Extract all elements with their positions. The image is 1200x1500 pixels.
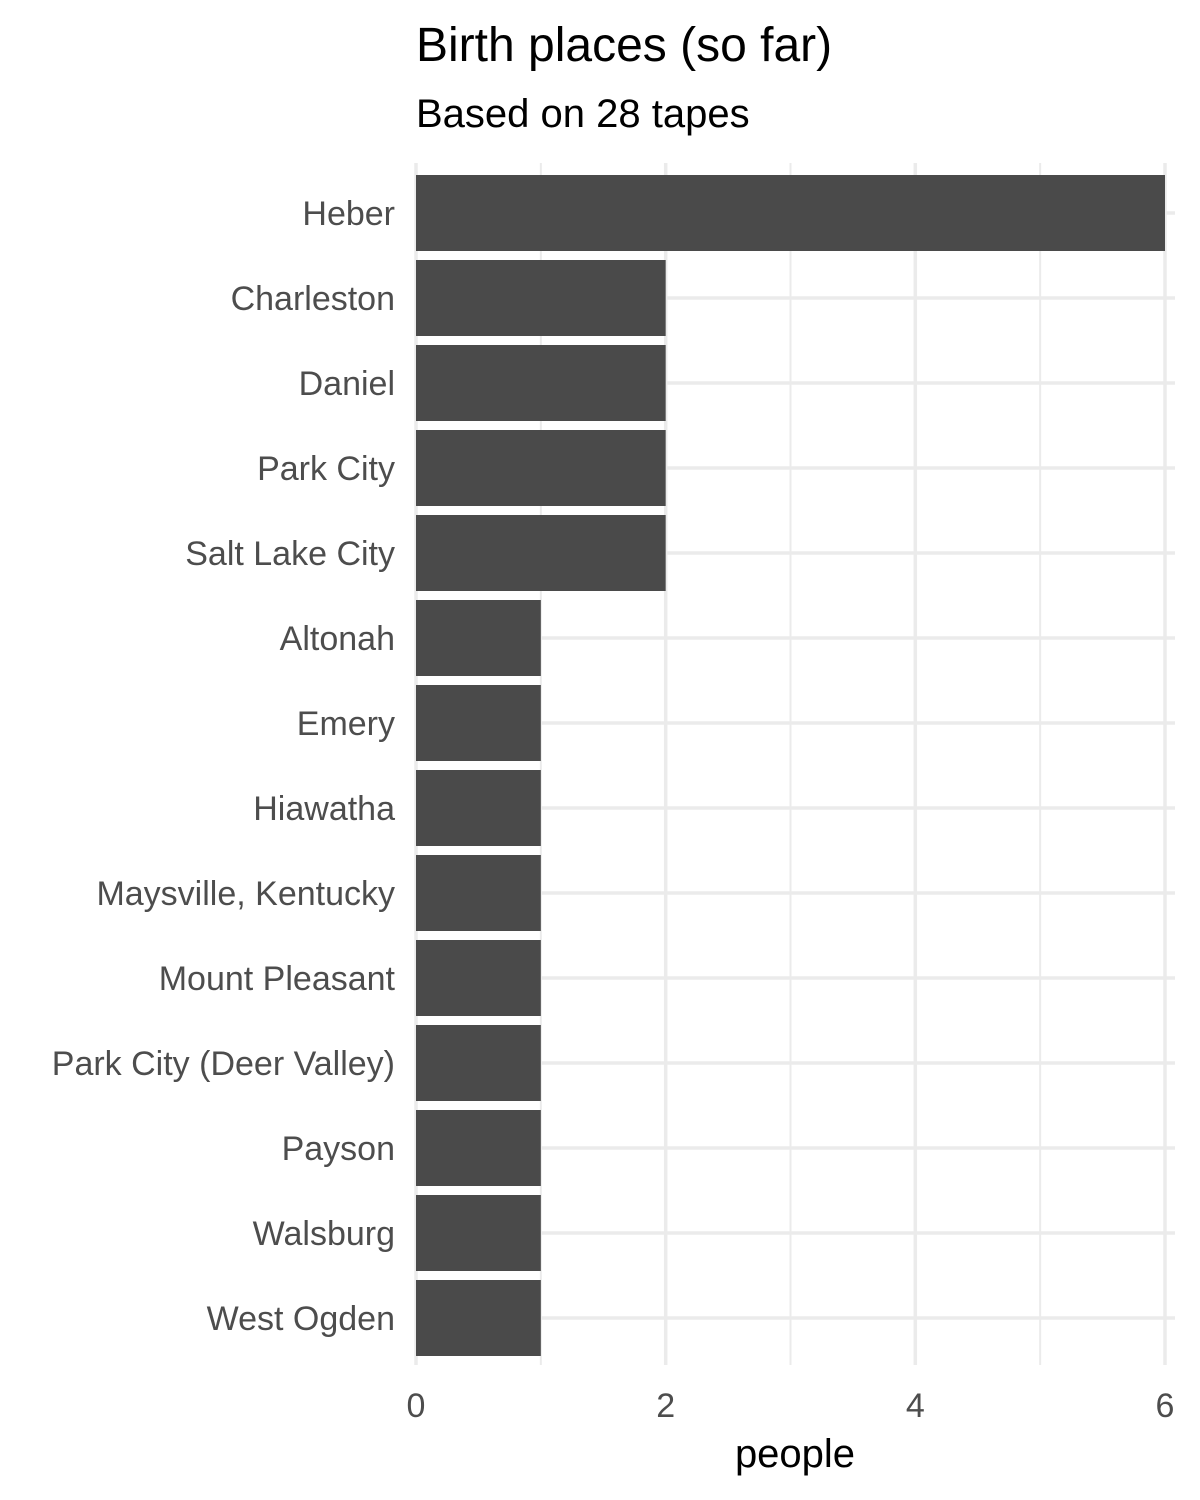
bar (416, 430, 666, 506)
bar (416, 260, 666, 336)
x-tick-label: 4 (906, 1387, 925, 1425)
bar (416, 770, 541, 846)
y-tick-label: Maysville, Kentucky (96, 875, 395, 913)
y-tick-label: West Ogden (207, 1300, 395, 1338)
bar (416, 515, 666, 591)
bar (416, 1195, 541, 1271)
y-tick-label: Emery (297, 705, 395, 743)
x-tick-label: 2 (656, 1387, 675, 1425)
bar (416, 855, 541, 931)
chart-subtitle: Based on 28 tapes (416, 92, 750, 136)
x-tick-labels: 0 2 4 6 (407, 1387, 1175, 1425)
x-tick-label: 0 (407, 1387, 426, 1425)
y-tick-label: Altonah (280, 620, 395, 658)
y-tick-label: Park City (257, 450, 395, 488)
y-tick-label: Mount Pleasant (159, 960, 396, 998)
bar (416, 600, 541, 676)
bar (416, 685, 541, 761)
bar (416, 345, 666, 421)
bar (416, 1025, 541, 1101)
y-tick-label: Salt Lake City (185, 535, 395, 573)
bar (416, 175, 1165, 251)
bar (416, 940, 541, 1016)
y-tick-label: Walsburg (253, 1215, 395, 1253)
chart-title: Birth places (so far) (416, 19, 833, 72)
x-tick-label: 6 (1156, 1387, 1175, 1425)
y-tick-label: Heber (302, 195, 395, 233)
y-tick-label: Payson (282, 1130, 395, 1168)
y-tick-label: Park City (Deer Valley) (52, 1045, 395, 1083)
bars (416, 175, 1165, 1356)
bar (416, 1280, 541, 1356)
y-tick-label: Charleston (231, 280, 395, 318)
y-tick-label: Hiawatha (253, 790, 395, 828)
y-tick-label: Daniel (299, 365, 395, 403)
bar (416, 1110, 541, 1186)
x-axis-title: people (735, 1432, 855, 1476)
y-tick-labels: Heber Charleston Daniel Park City Salt Lake … (52, 195, 396, 1338)
